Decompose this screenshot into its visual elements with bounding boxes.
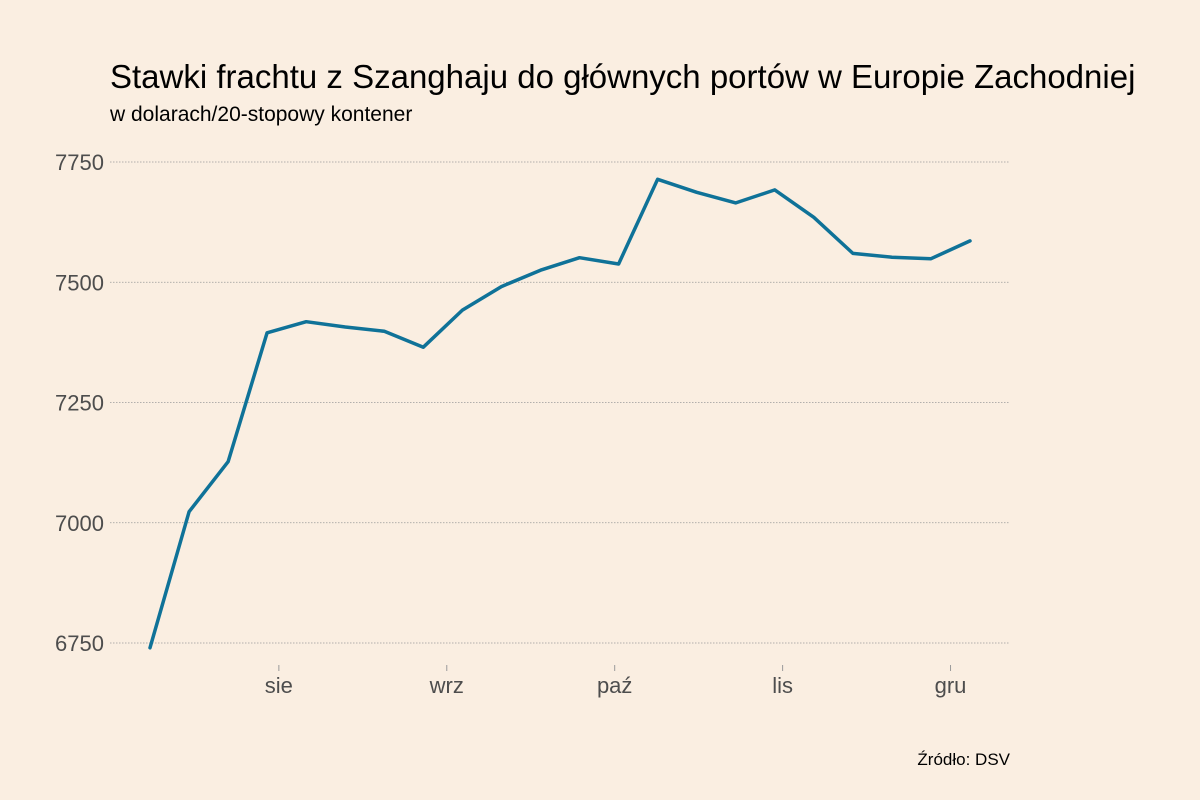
y-tick-label: 6750 [55,631,104,656]
x-axis-ticks: sie wrz paź lis gru [265,665,967,698]
chart-title: Stawki frachtu z Szanghaju do głównych p… [110,58,1135,95]
y-tick-label: 7250 [55,391,104,416]
y-tick-label: 7750 [55,150,104,175]
y-tick-label: 7500 [55,270,104,295]
source-note: Źródło: DSV [917,750,1010,769]
y-tick-label: 7000 [55,511,104,536]
x-tick-label: lis [772,673,793,698]
series-line-0 [148,177,972,650]
x-tick-label: gru [935,673,967,698]
series-layer [148,177,972,650]
x-tick-label: wrz [429,673,464,698]
gridlines [110,161,1010,644]
x-tick-label: sie [265,673,293,698]
chart-subtitle: w dolarach/20-stopowy kontener [109,103,412,126]
x-tick-label: paź [597,673,632,698]
y-axis-ticks: 6750 7000 7250 7500 7750 [55,150,104,656]
